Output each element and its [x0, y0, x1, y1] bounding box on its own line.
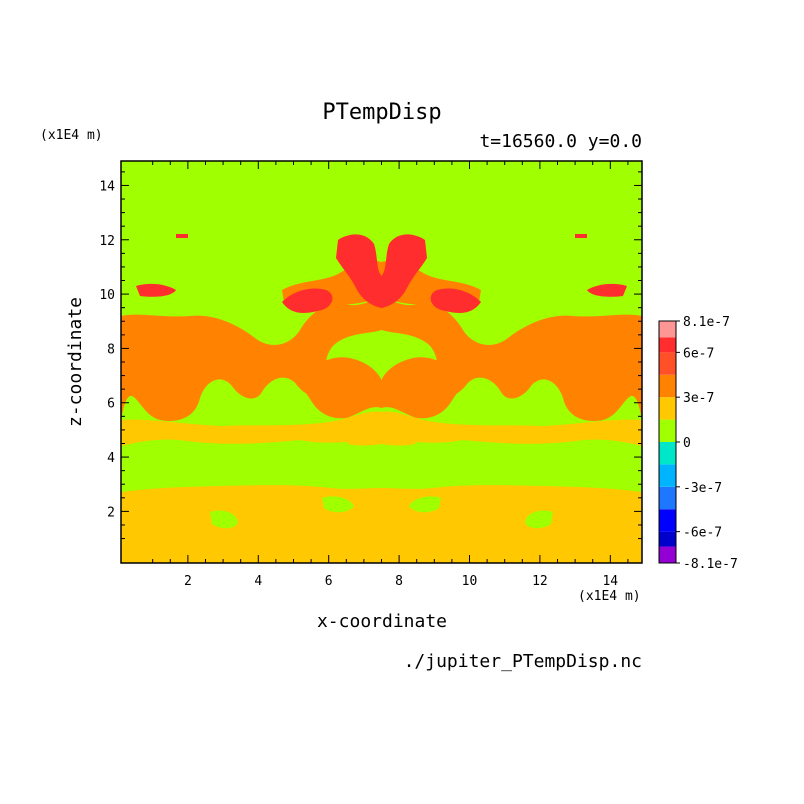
field-left-half: [121, 234, 382, 563]
y-tick-label: 8: [107, 342, 115, 357]
colorbar-band: [659, 419, 676, 442]
colorbar-tick-label: 3e-7: [683, 391, 714, 406]
colorbar-tick-label: -8.1e-7: [683, 557, 738, 572]
axes: 2 4 6 8 10 12 14 2 4 6 8 10 12 14: [99, 160, 643, 589]
band-bottom-yellow-mirror: [381, 485, 642, 563]
y-tick-label: 2: [107, 505, 115, 520]
colorbar-band: [659, 531, 676, 547]
y-tick-label: 10: [99, 288, 115, 303]
blob-yellow-low-mirror: [381, 434, 415, 446]
colorbar-band: [659, 546, 676, 563]
colorbar-band: [659, 464, 676, 487]
colorbar-band: [659, 486, 676, 510]
blob-orange-inner: [300, 357, 382, 419]
colorbar-band: [659, 442, 676, 465]
colorbar-tick-label: 8.1e-7: [683, 315, 730, 330]
colorbar-band: [659, 337, 676, 353]
x-tick-label: 4: [254, 574, 262, 589]
blob-green-bottom-b-mirror: [409, 496, 441, 513]
chart-title: PTempDisp: [322, 100, 442, 125]
x-tick-label: 10: [462, 574, 478, 589]
blob-green-bottom-b: [322, 496, 354, 513]
x-tick-label: 12: [532, 574, 548, 589]
blob-red-center-mirror: [381, 234, 427, 308]
y-tick-label: 6: [107, 397, 115, 412]
band-mid-yellow-mirror: [381, 411, 642, 446]
blob-red-side-mirror: [587, 283, 627, 297]
plot-area: [121, 161, 642, 563]
x-tick-label: 14: [602, 574, 618, 589]
blob-yellow-low: [348, 434, 382, 446]
y-axis-unit: (x1E4 m): [40, 128, 103, 143]
chart-subtitle: t=16560.0 y=0.0: [479, 131, 642, 152]
source-file-label: ./jupiter_PTempDisp.nc: [403, 651, 642, 672]
x-tick-label: 6: [325, 574, 333, 589]
blob-red-side: [136, 283, 176, 297]
x-axis-label: x-coordinate: [316, 611, 448, 632]
band-bottom-yellow: [121, 485, 382, 563]
colorbar-band: [659, 352, 676, 375]
blob-red-center: [336, 234, 382, 308]
blob-red-speck-mirror: [575, 234, 587, 238]
colorbar-tick-label: -6e-7: [683, 526, 722, 541]
blob-red-wing: [282, 288, 333, 313]
x-axis-unit: (x1E4 m): [578, 589, 641, 604]
blob-red-wing-mirror: [430, 288, 481, 313]
blob-green-bottom-a-mirror: [525, 510, 553, 529]
colorbar-tick-label: 6e-7: [683, 346, 714, 361]
field-right-half: [381, 234, 642, 563]
blob-orange-inner-mirror: [381, 357, 463, 419]
colorbar-tick-label: 0: [683, 436, 691, 451]
blob-green-bottom-a: [210, 510, 238, 529]
y-tick-label: 12: [99, 234, 115, 249]
x-tick-label: 2: [184, 574, 192, 589]
colorbar-band: [659, 397, 676, 420]
colorbar-band: [659, 374, 676, 398]
x-tick-label: 8: [395, 574, 403, 589]
colorbar-band: [659, 321, 676, 338]
colorbar-band: [659, 509, 676, 532]
colorbar: 8.1e-7 6e-7 3e-7 0 -3e-7 -6e-7 -8.1e-7: [658, 315, 738, 572]
band-mid-yellow: [121, 411, 382, 446]
y-tick-label: 14: [99, 179, 115, 194]
y-tick-label: 4: [107, 451, 115, 466]
blob-red-speck: [176, 234, 188, 238]
colorbar-tick-label: -3e-7: [683, 481, 722, 496]
